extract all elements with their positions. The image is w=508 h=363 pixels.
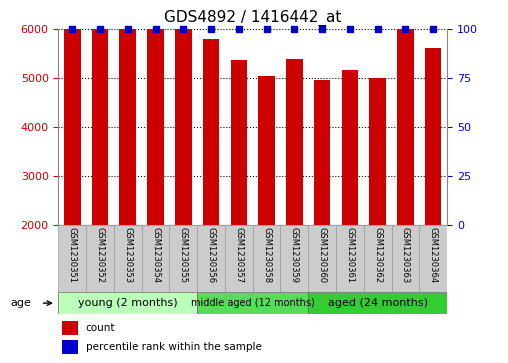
Bar [58, 292, 197, 314]
Bar [114, 225, 142, 292]
Text: GSM1230352: GSM1230352 [96, 227, 105, 283]
Bar [225, 225, 253, 292]
Bar [203, 39, 219, 225]
Bar [280, 225, 308, 292]
Bar [119, 0, 136, 225]
Text: GSM1230357: GSM1230357 [234, 227, 243, 283]
Bar [308, 225, 336, 292]
Bar [258, 76, 275, 225]
Text: GSM1230362: GSM1230362 [373, 227, 382, 283]
Bar [231, 60, 247, 225]
Bar [419, 225, 447, 292]
Bar [341, 70, 358, 225]
Text: GSM1230360: GSM1230360 [318, 227, 327, 283]
Bar [92, 11, 108, 225]
Text: GSM1230358: GSM1230358 [262, 227, 271, 283]
Text: GSM1230354: GSM1230354 [151, 227, 160, 283]
Text: percentile rank within the sample: percentile rank within the sample [86, 342, 262, 352]
Bar [369, 78, 386, 225]
Text: GSM1230353: GSM1230353 [123, 227, 132, 283]
Text: middle aged (12 months): middle aged (12 months) [191, 298, 314, 308]
Text: young (2 months): young (2 months) [78, 298, 178, 308]
Text: GSM1230363: GSM1230363 [401, 227, 410, 284]
Bar [86, 225, 114, 292]
Text: GSM1230355: GSM1230355 [179, 227, 188, 283]
Bar [425, 48, 441, 225]
Bar [142, 225, 170, 292]
Text: count: count [86, 323, 115, 333]
Text: GSM1230351: GSM1230351 [68, 227, 77, 283]
Bar [314, 79, 330, 225]
Bar [392, 225, 419, 292]
Text: GSM1230359: GSM1230359 [290, 227, 299, 283]
Bar [62, 322, 78, 335]
Bar [64, 4, 81, 225]
Text: GSM1230364: GSM1230364 [429, 227, 438, 283]
Text: aged (24 months): aged (24 months) [328, 298, 428, 308]
Bar [336, 225, 364, 292]
Text: GSM1230356: GSM1230356 [207, 227, 215, 283]
Bar [197, 292, 308, 314]
Bar [147, 0, 164, 225]
Bar [364, 225, 392, 292]
Bar [62, 340, 78, 354]
Text: GSM1230361: GSM1230361 [345, 227, 355, 283]
Title: GDS4892 / 1416442_at: GDS4892 / 1416442_at [164, 10, 341, 26]
Bar [197, 225, 225, 292]
Text: age: age [10, 298, 31, 308]
Bar [286, 60, 303, 225]
Bar [308, 292, 447, 314]
Bar [58, 225, 86, 292]
Bar [397, 0, 414, 225]
Bar [170, 225, 197, 292]
Bar [175, 14, 192, 225]
Bar [253, 225, 280, 292]
